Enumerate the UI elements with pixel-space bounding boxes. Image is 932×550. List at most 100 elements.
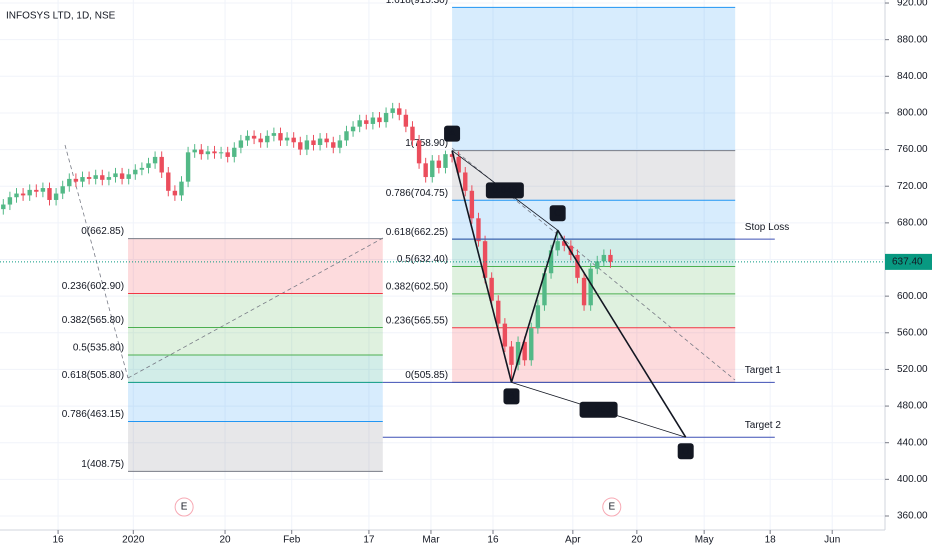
fib-band: [452, 7, 736, 151]
pattern-point-label: B: [508, 391, 515, 402]
candle-body: [317, 138, 323, 146]
x-tick-label: Feb: [283, 535, 301, 546]
y-tick-label: 800.00: [897, 108, 928, 119]
x-tick-label: Mar: [422, 535, 440, 546]
candle-body: [522, 341, 527, 361]
fib-label: 1(758.90): [405, 138, 448, 149]
candle-body: [119, 173, 125, 179]
fib-label: 0.5(632.40): [397, 254, 448, 265]
fib-label: 0(505.85): [405, 370, 448, 381]
candle-body: [1, 204, 6, 210]
candle-body: [542, 273, 547, 306]
candle-body: [575, 254, 580, 278]
fib-band: [128, 327, 383, 355]
fib-band: [452, 200, 736, 240]
x-tick-label: Apr: [565, 535, 581, 546]
pattern-point-box: [549, 205, 566, 222]
x-tick-label: 2020: [122, 535, 145, 546]
candle-body: [27, 189, 32, 196]
y-tick-label: 680.00: [897, 218, 928, 229]
candle-body: [588, 268, 593, 306]
x-tick-label: 16: [53, 535, 65, 546]
candle-body: [212, 151, 217, 154]
y-tick-label: 600.00: [897, 291, 928, 302]
candle-body: [364, 120, 369, 124]
candle-body: [172, 190, 178, 196]
fib-band: [128, 238, 383, 294]
candle-body: [126, 174, 131, 179]
candle-body: [469, 190, 475, 219]
chart-title: INFOSYS LTD, 1D, NSE: [6, 11, 116, 22]
fib-label: 0.236(565.55): [386, 315, 448, 326]
fib-label: 0.786(463.15): [62, 409, 124, 420]
candle-body: [489, 277, 494, 301]
candle-body: [337, 140, 343, 148]
grid: [0, 0, 885, 530]
level-label: Stop Loss: [745, 222, 789, 233]
candle-body: [185, 152, 191, 182]
candle-body: [199, 149, 204, 155]
candle-body: [509, 346, 514, 365]
candle-body: [357, 120, 362, 127]
pattern-point-box: [503, 388, 520, 405]
fib-label: 1(408.75): [81, 459, 124, 470]
y-tick-label: 560.00: [897, 327, 928, 338]
candle-body: [159, 156, 164, 173]
candle-body: [410, 126, 415, 141]
x-tick-label: May: [695, 535, 714, 546]
candles: [1, 102, 613, 383]
last-price-label: 637.40: [892, 257, 923, 268]
candle-body: [100, 175, 105, 180]
pattern-leg: [451, 150, 513, 383]
fib-label: 0(662.85): [81, 226, 124, 237]
candle-body: [502, 323, 508, 347]
ratio-label: 1.363: [586, 404, 611, 415]
pattern-point-box: [444, 125, 461, 142]
fib-band: [128, 293, 383, 328]
pattern-leg: [556, 229, 687, 438]
pattern-point-box: [677, 443, 694, 460]
event-marker: [602, 497, 622, 517]
x-tick-label: 16: [487, 535, 499, 546]
fib-label: 0.382(602.50): [386, 281, 448, 292]
fib-band: [452, 327, 736, 383]
candle-body: [73, 178, 79, 182]
x-tick-label: Jun: [824, 535, 840, 546]
candle-body: [529, 328, 534, 361]
fib-band: [128, 421, 383, 472]
candle-body: [298, 142, 303, 150]
candle-body: [344, 131, 349, 141]
candle-body: [218, 152, 224, 154]
candle-body: [403, 114, 409, 127]
candle-body: [383, 112, 389, 123]
y-tick-label: 760.00: [897, 144, 928, 155]
y-tick-label: 480.00: [897, 401, 928, 412]
level-label: Target 2: [745, 420, 782, 431]
candle-body: [397, 108, 402, 115]
pattern-point-label: D: [682, 446, 689, 457]
candle-body: [331, 142, 336, 148]
candle-body: [47, 188, 52, 200]
fib-band: [128, 382, 383, 422]
candle-body: [423, 163, 428, 178]
y-tick-label: 720.00: [897, 181, 928, 192]
candle-body: [449, 154, 455, 157]
candle-body: [53, 193, 59, 200]
candle-body: [595, 261, 600, 269]
candle-body: [515, 341, 521, 365]
y-tick-label: 840.00: [897, 71, 928, 82]
fib-lines: 0(662.85) 0.236(602.90) 0.382(565.80) 0.5(5…: [62, 0, 736, 472]
fib-label: 0.786(704.75): [386, 188, 448, 199]
candle-body: [436, 160, 442, 168]
dashed-line: [451, 147, 736, 381]
candle-body: [34, 189, 39, 192]
candle-body: [311, 140, 316, 146]
candle-body: [225, 152, 230, 157]
candle-body: [601, 254, 607, 262]
candle-body: [20, 193, 26, 196]
event-label: E: [181, 502, 188, 513]
last-price-box: [885, 253, 932, 270]
fib-label: 0.618(662.25): [386, 227, 448, 238]
candle-body: [291, 137, 296, 143]
